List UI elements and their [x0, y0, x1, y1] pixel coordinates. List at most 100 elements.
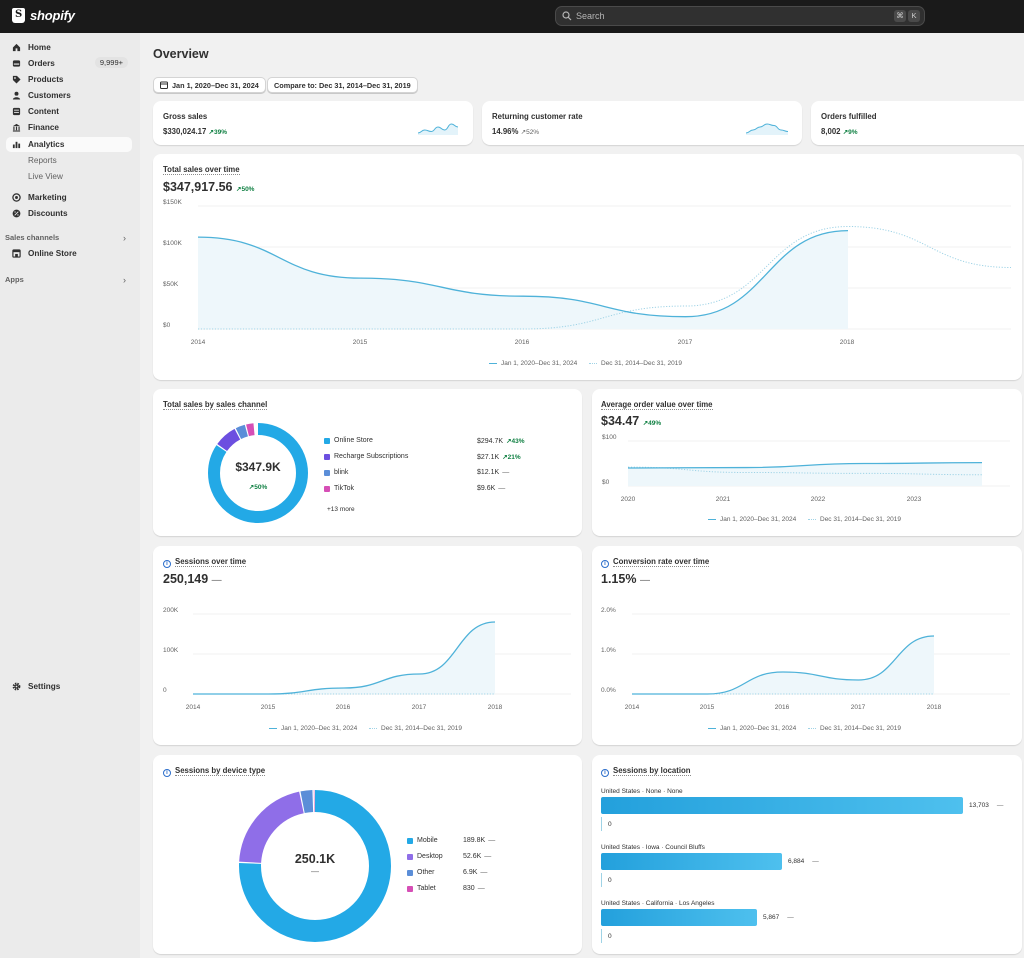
card-title[interactable]: Average order value over time: [601, 400, 713, 410]
chart-bar-icon: [12, 141, 21, 149]
kpi-card-returning-customer-rate[interactable]: Returning customer rate 14.96% ↗52%: [482, 101, 802, 145]
aov-value: $34.47: [601, 414, 640, 428]
legend-value: $9.6K —: [477, 485, 505, 492]
legend-label: Dec 31, 2014–Dec 31, 2019: [820, 516, 901, 523]
sessions-chart: 200K 100K 0 2014 2015 2016 2017 2018: [163, 607, 571, 711]
location-bar[interactable]: [601, 797, 963, 814]
card-title[interactable]: Total sales by sales channel: [163, 400, 268, 410]
series-area: [198, 230, 848, 329]
info-icon: i: [163, 560, 171, 568]
location-name: United States · California · Los Angeles: [601, 900, 715, 907]
series-area: [632, 636, 934, 694]
search-input[interactable]: Search ⌘ K: [555, 6, 925, 26]
x-tick-label: 2016: [775, 704, 790, 711]
sparkline-line: [745, 123, 789, 134]
legend-dotted-line: [369, 728, 377, 729]
card-title[interactable]: Total sales over time: [163, 165, 240, 175]
info-icon: i: [163, 769, 171, 777]
card-title-row[interactable]: i Conversion rate over time: [601, 557, 710, 568]
legend-current: Jan 1, 2020–Dec 31, 2024: [708, 725, 796, 732]
command-key-hint: ⌘: [894, 10, 906, 22]
donut-change: ↗50%: [208, 476, 308, 494]
legend-change: ↗43%: [506, 438, 525, 445]
calendar-icon: [160, 81, 168, 89]
sidebar-item-label: Content: [28, 107, 59, 116]
more-channels-link[interactable]: +13 more: [327, 506, 355, 513]
home-icon: [12, 43, 21, 52]
legend-value: 52.6K —: [463, 853, 491, 860]
sidebar-item-live-view[interactable]: Live View: [6, 169, 132, 184]
chevron-right-icon[interactable]: ›: [123, 233, 126, 243]
kpi-card-gross-sales[interactable]: Gross sales $330,024.17 ↗39%: [153, 101, 473, 145]
sidebar-item-label: Orders: [28, 59, 55, 68]
bank-icon: [12, 123, 21, 132]
tag-icon: [12, 75, 21, 84]
x-tick-label: 2020: [621, 496, 636, 503]
legend-value: 6.9K —: [463, 869, 487, 876]
card-title-row[interactable]: i Sessions by device type: [163, 766, 266, 777]
sidebar-item-settings[interactable]: Settings: [6, 679, 132, 694]
kpi-value: 8,002: [821, 127, 841, 136]
sidebar-item-discounts[interactable]: Discounts: [6, 206, 132, 221]
legend-amount: $12.1K: [477, 469, 500, 476]
trend-up-icon: ↗: [842, 129, 849, 136]
y-tick-label: $0: [163, 322, 171, 329]
legend-label: Jan 1, 2020–Dec 31, 2024: [720, 725, 797, 732]
sidebar-item-finance[interactable]: Finance: [6, 120, 132, 135]
sidebar-item-content[interactable]: Content: [6, 104, 132, 119]
legend-swatch: [407, 837, 413, 844]
location-value: 5,867 —: [763, 914, 794, 921]
location-bar[interactable]: [601, 909, 757, 926]
sidebar-item-label: Live View: [28, 172, 63, 181]
sidebar-item-home[interactable]: Home: [6, 40, 132, 55]
chevron-right-icon[interactable]: ›: [123, 275, 126, 285]
returning-rate-sparkline: [745, 123, 789, 135]
sidebar-item-marketing[interactable]: Marketing: [6, 190, 132, 205]
legend-change: —: [488, 837, 496, 844]
apps-heading[interactable]: Apps: [5, 275, 24, 284]
sessions-value: 250,149: [163, 572, 209, 586]
sidebar-item-analytics[interactable]: Analytics: [6, 137, 132, 152]
location-amount: 13,703: [969, 802, 989, 809]
trend-up-icon: ↗: [208, 129, 214, 136]
x-tick-label: 2015: [700, 704, 715, 711]
page-title: Overview: [153, 47, 209, 61]
location-compare-bar: [601, 929, 602, 943]
card-title-row[interactable]: i Sessions by location: [601, 766, 691, 777]
donut-slice[interactable]: [208, 423, 308, 523]
gross-sales-sparkline: [417, 123, 459, 135]
total-sales-card: Total sales over time $347,917.56 ↗50% $…: [153, 154, 1022, 380]
sidebar-item-label: Finance: [28, 123, 59, 132]
kpi-value-row: 8,002 ↗9%: [821, 127, 858, 136]
sales-channel-donut: [208, 423, 308, 523]
legend-swatch: [407, 869, 413, 876]
location-compare-bar: [601, 817, 602, 831]
legend-change: —: [484, 853, 492, 860]
location-bar[interactable]: [601, 853, 782, 870]
legend-swatch: [324, 453, 330, 460]
conversion-card: i Conversion rate over time 1.15% — 2.0% 1…: [592, 546, 1022, 745]
trend-neutral-icon: ↗: [520, 129, 527, 136]
donut-slice[interactable]: [239, 790, 391, 942]
sidebar-item-reports[interactable]: Reports: [6, 153, 132, 168]
legend-label: Dec 31, 2014–Dec 31, 2019: [820, 725, 901, 732]
sidebar-item-customers[interactable]: Customers: [6, 88, 132, 103]
compare-range-picker[interactable]: Compare to: Dec 31, 2014–Dec 31, 2019: [267, 77, 418, 93]
legend-value: $27.1K ↗21%: [477, 453, 521, 462]
card-title: Sessions by device type: [175, 766, 266, 776]
legend-item: Online Store: [324, 437, 373, 444]
sidebar-item-products[interactable]: Products: [6, 72, 132, 87]
card-title-row[interactable]: i Sessions over time: [163, 557, 247, 568]
search-placeholder: Search: [576, 11, 605, 21]
conversion-value: 1.15%: [601, 572, 637, 586]
shopify-logo[interactable]: shopify: [12, 8, 75, 23]
sales-channels-heading[interactable]: Sales channels: [5, 233, 60, 242]
kpi-card-orders-fulfilled[interactable]: Orders fulfilled 8,002 ↗9%: [811, 101, 1024, 145]
location-change: —: [996, 802, 1004, 809]
date-range-picker[interactable]: Jan 1, 2020–Dec 31, 2024: [153, 77, 266, 93]
kpi-label: Gross sales: [163, 112, 208, 121]
total-sales-chart: $150K $100K $50K $0 2014 2015 2016 2017 2018: [163, 199, 1012, 346]
sidebar-item-online-store[interactable]: Online Store: [6, 246, 132, 261]
sidebar-item-orders[interactable]: Orders 9,999+: [6, 56, 132, 71]
y-tick-label: 0: [163, 687, 167, 694]
